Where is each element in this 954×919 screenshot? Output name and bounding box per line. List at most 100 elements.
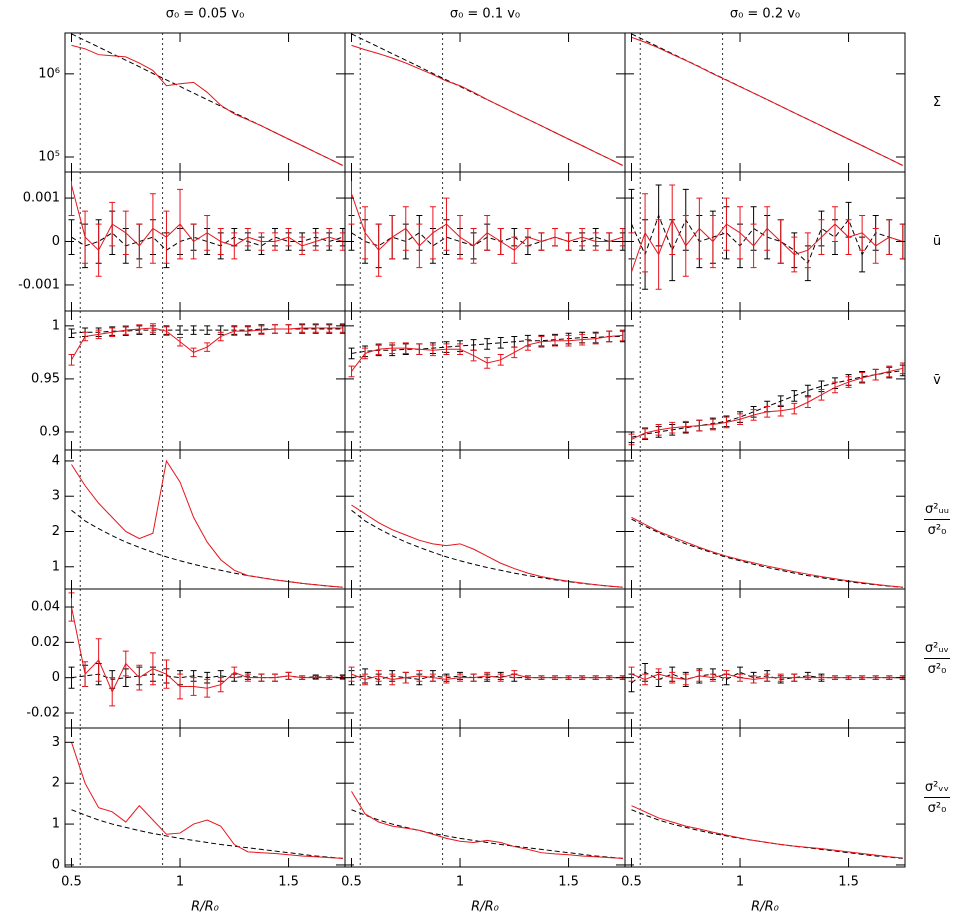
error-bar <box>791 236 798 273</box>
row-label-denominator: σ²₀ <box>928 662 947 677</box>
y-tick-label: 2 <box>52 776 60 791</box>
panel <box>628 589 905 728</box>
panel <box>71 33 344 172</box>
error-bar <box>538 675 545 680</box>
error-bar <box>497 673 504 682</box>
panel-frame <box>64 588 346 729</box>
error-bar <box>68 172 75 216</box>
error-bar <box>326 227 333 247</box>
error-bar <box>642 193 649 273</box>
column-title: σ₀ = 0.1 v₀ <box>450 7 520 22</box>
error-bar <box>244 227 251 247</box>
error-bar <box>348 666 355 682</box>
series-line <box>631 805 903 859</box>
error-bar <box>122 210 129 256</box>
series-line <box>351 504 623 588</box>
error-bar <box>416 670 423 682</box>
error-bar <box>136 223 143 269</box>
error-bar <box>244 673 251 682</box>
error-bar <box>190 325 197 335</box>
error-bar <box>484 671 491 680</box>
error-bar <box>389 214 396 260</box>
error-bar <box>190 677 197 696</box>
error-bar <box>886 675 893 680</box>
series-line <box>351 509 623 588</box>
series-line <box>631 36 904 166</box>
error-bar <box>777 219 784 264</box>
panel-frame <box>344 588 626 729</box>
error-bar <box>231 666 238 679</box>
panel <box>631 33 904 172</box>
panel <box>348 589 625 728</box>
error-bar <box>791 402 798 415</box>
error-bar <box>82 331 89 342</box>
error-bar <box>511 670 518 679</box>
panel <box>68 311 345 450</box>
y-tick-label: -0.02 <box>26 705 60 720</box>
panel <box>71 728 343 867</box>
error-bar <box>511 346 518 359</box>
error-bar <box>832 675 838 680</box>
error-bar <box>285 324 292 334</box>
error-bar <box>82 210 89 264</box>
error-bar <box>552 334 558 347</box>
error-bar <box>416 343 423 356</box>
error-bar <box>497 337 504 349</box>
error-bar <box>470 673 477 682</box>
panel-frame <box>624 310 906 451</box>
error-bar <box>204 214 211 251</box>
error-bar <box>737 206 744 260</box>
error-bar <box>628 232 635 311</box>
error-bar <box>818 675 825 680</box>
series-line <box>351 809 623 859</box>
error-bar <box>552 675 558 680</box>
error-bar <box>682 673 689 686</box>
error-bar <box>204 342 211 352</box>
error-bar <box>511 236 518 264</box>
y-tick-label: 10⁵ <box>38 149 60 164</box>
y-tick-label: 1 <box>52 318 60 333</box>
error-bar <box>859 675 866 680</box>
series-line <box>71 809 343 859</box>
error-bar <box>190 223 197 260</box>
row-label: v̄ <box>933 373 941 388</box>
error-bar <box>538 335 545 348</box>
panel-frame <box>624 449 906 590</box>
series-line <box>71 232 343 251</box>
error-bar <box>832 206 838 242</box>
error-bar <box>163 659 170 689</box>
x-axis-label: R/R₀ <box>751 900 779 915</box>
error-bar <box>859 372 866 384</box>
error-bar <box>804 396 811 409</box>
row-label: Σ <box>933 95 941 110</box>
error-bar <box>832 381 838 394</box>
error-bar <box>443 343 450 356</box>
y-tick-label: 0.9 <box>39 424 60 439</box>
y-tick-label: 2 <box>52 524 60 539</box>
error-bar <box>95 638 102 682</box>
x-tick-label: 1 <box>176 875 184 890</box>
error-bar <box>669 184 676 256</box>
row-label-numerator: σ²ᵥᵥ <box>925 780 949 795</box>
x-axis-label: R/R₀ <box>471 900 499 915</box>
y-tick-label: 0 <box>52 234 60 249</box>
error-bar <box>402 671 409 684</box>
error-bar <box>402 206 409 251</box>
error-bar <box>149 323 156 333</box>
panel-frame <box>624 588 906 729</box>
error-bar <box>429 673 436 682</box>
error-bar <box>592 232 599 251</box>
panel <box>351 33 624 172</box>
error-bar <box>606 330 613 343</box>
error-bar <box>777 404 784 417</box>
error-bar <box>804 384 811 397</box>
error-bar <box>872 227 879 264</box>
series-line <box>351 44 624 166</box>
error-bar <box>244 326 251 336</box>
error-bar <box>122 650 129 677</box>
y-tick-label: 0 <box>52 857 60 872</box>
error-bar <box>764 673 771 682</box>
error-bar <box>552 227 558 247</box>
error-bar <box>696 419 703 432</box>
error-bar <box>579 333 586 346</box>
